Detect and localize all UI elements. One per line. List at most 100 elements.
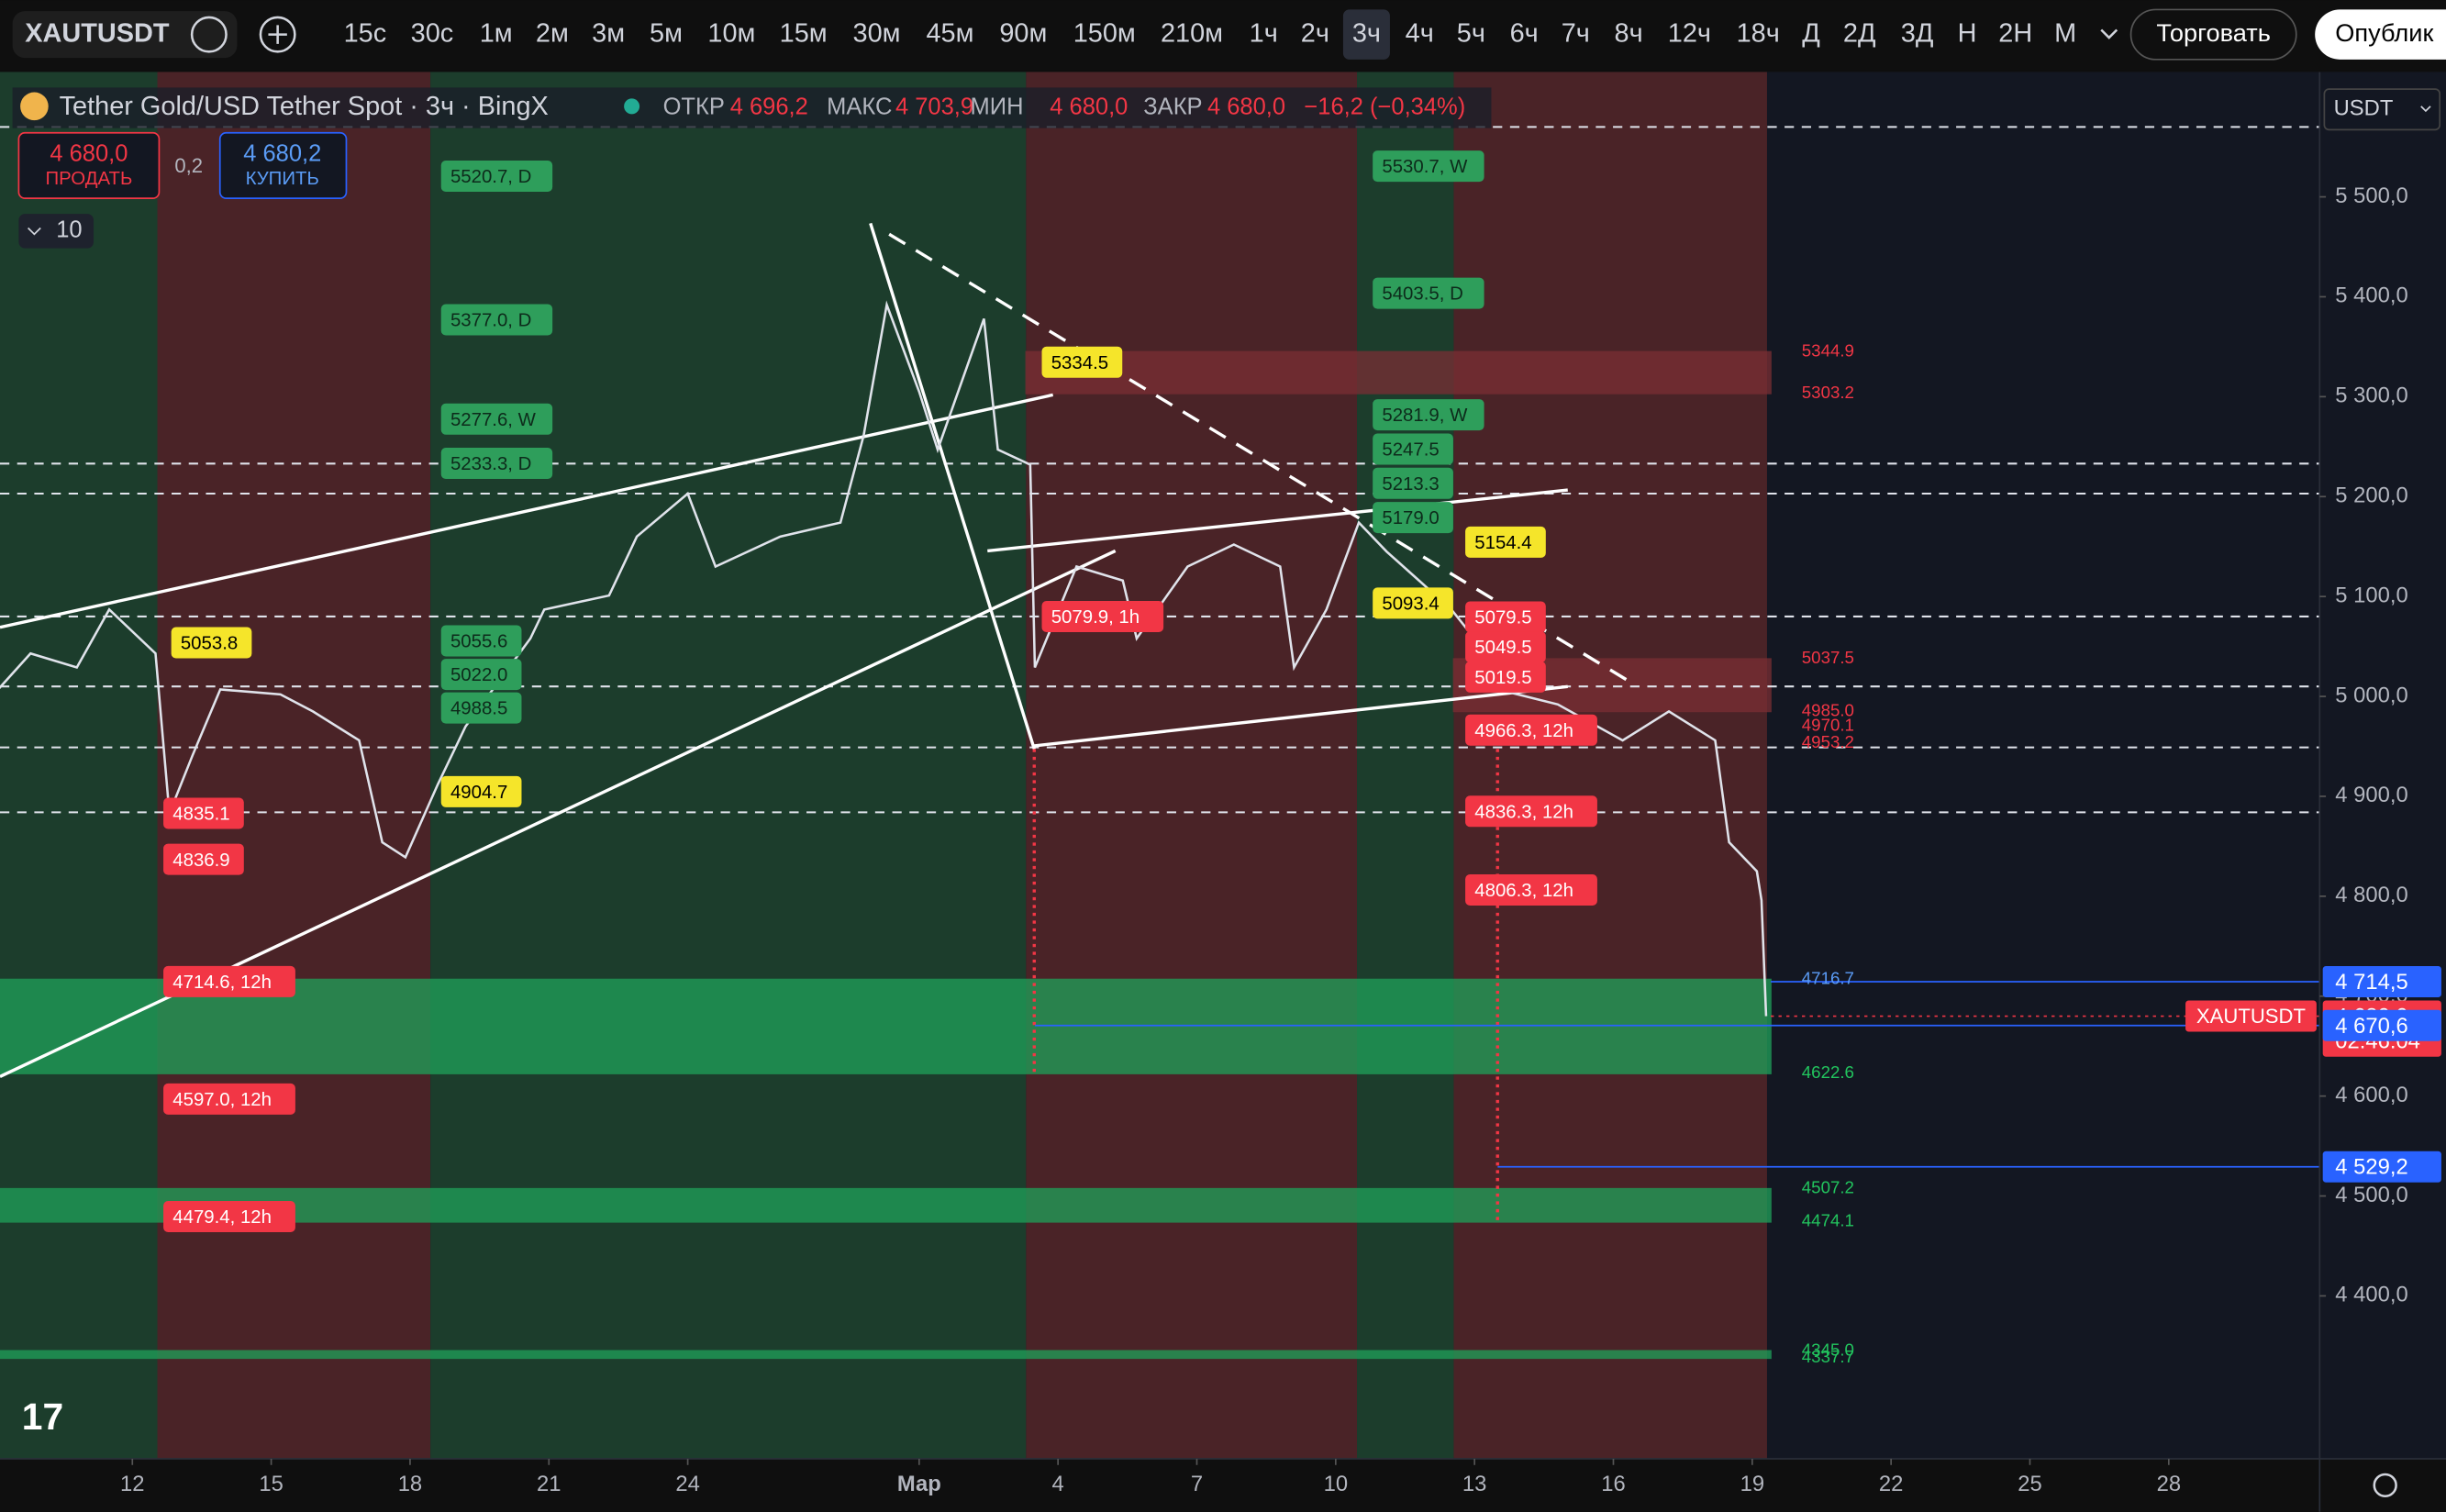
level-note: 4474.1 <box>1802 1211 1854 1230</box>
interval[interactable]: 18ч <box>1737 18 1780 48</box>
add-icon[interactable] <box>259 16 296 53</box>
level-label-bg <box>1373 277 1484 309</box>
interval[interactable]: 2Д <box>1843 18 1876 48</box>
toolbar: XAUTUSDT Торговать Опублик 15с 30с 1м 2м 3м 5… <box>0 0 2446 71</box>
interval[interactable]: 5ч <box>1457 18 1485 48</box>
level-label: 4836.3, 12h <box>1474 802 1573 822</box>
level-label-bg <box>1373 467 1453 499</box>
symbol-box[interactable] <box>12 11 238 59</box>
x-tick-label: 13 <box>1462 1472 1486 1496</box>
more-icon[interactable] <box>2100 28 2118 39</box>
level-label-bg <box>1373 433 1453 465</box>
trade-button[interactable] <box>2129 8 2297 61</box>
legend-field: МАКС <box>827 94 892 119</box>
interval[interactable]: 210м <box>1161 18 1223 48</box>
interval[interactable]: 2Н <box>1998 18 2032 48</box>
interval[interactable]: 10м <box>707 18 755 48</box>
level-label: 5530.7, W <box>1382 157 1468 177</box>
level-label-bg <box>1041 346 1123 378</box>
level-label: 5022.0 <box>450 665 507 685</box>
interval[interactable]: 4ч <box>1406 18 1434 48</box>
interval[interactable]: Д <box>1802 18 1820 48</box>
trend-line <box>1034 684 1568 748</box>
buy-button[interactable] <box>218 131 348 200</box>
logo[interactable]: 17 <box>22 1395 63 1438</box>
interval[interactable]: Н <box>1958 18 1977 48</box>
level-label: 5049.5 <box>1474 638 1531 658</box>
interval[interactable]: 30с <box>411 18 454 48</box>
price-tag <box>2322 1151 2441 1183</box>
sell-price[interactable]: 4 680,0 <box>50 140 128 166</box>
currency-select[interactable] <box>2323 88 2441 131</box>
interval[interactable]: 2м <box>536 18 569 48</box>
interval[interactable]: 3Д <box>1901 18 1934 48</box>
interval[interactable]: 15с <box>344 18 387 48</box>
indicator-count[interactable]: 10 <box>56 217 82 243</box>
level-label-bg <box>1373 587 1453 619</box>
zone <box>1026 72 1358 1459</box>
icon[interactable] <box>190 16 228 53</box>
y-tick-label: 5 500,0 <box>2335 183 2407 208</box>
legend-field: 4 703,9 <box>895 94 973 119</box>
settings-icon[interactable] <box>2373 1473 2397 1498</box>
level-note: 5344.9 <box>1802 340 1854 360</box>
sell-button[interactable] <box>17 131 161 200</box>
buy-label[interactable]: КУПИТЬ <box>246 169 319 189</box>
chevron[interactable] <box>28 227 41 236</box>
legend-field: МИН <box>971 94 1024 119</box>
symbol-tag <box>2185 1000 2317 1032</box>
level-label: 4835.1 <box>172 805 229 825</box>
interval[interactable]: 45м <box>926 18 973 48</box>
trade-label[interactable]: Торговать <box>2156 18 2270 47</box>
level-label: 5281.9, W <box>1382 406 1468 426</box>
publish-label[interactable]: Опублик <box>2335 18 2434 47</box>
interval[interactable]: 1м <box>480 18 513 48</box>
chevron[interactable] <box>2420 106 2431 113</box>
level-note: 4507.2 <box>1802 1178 1854 1197</box>
legend-field: 4 680,0 <box>1050 94 1128 119</box>
price-box <box>0 1350 1772 1360</box>
x-tick-label: 25 <box>2018 1472 2041 1496</box>
buy-price[interactable]: 4 680,2 <box>243 140 321 166</box>
interval[interactable]: 2ч <box>1301 18 1329 48</box>
interval[interactable]: 6ч <box>1510 18 1539 48</box>
interval-selected[interactable] <box>1342 9 1390 60</box>
sell-label[interactable]: ПРОДАТЬ <box>45 169 132 189</box>
price-axis <box>2319 72 2446 1459</box>
level-note: 4716.7 <box>1802 969 1854 988</box>
trend-line <box>987 488 1568 553</box>
publish-button[interactable] <box>2315 9 2446 60</box>
price-tag-label: 4 714,5 <box>2335 970 2407 995</box>
level-label: 5019.5 <box>1474 668 1531 688</box>
status-dot <box>624 98 640 115</box>
level-label: 4597.0, 12h <box>172 1090 272 1110</box>
level-label: 5079.5 <box>1474 608 1531 628</box>
level-label: 4904.7 <box>450 783 507 803</box>
currency[interactable]: USDT <box>2334 96 2394 121</box>
interval[interactable]: 15м <box>780 18 828 48</box>
legend-title: Tether Gold/USD Tether Spot · 3ч · BingX <box>60 92 549 121</box>
level-label: 5334.5 <box>1051 353 1108 373</box>
interval[interactable]: 3м <box>592 18 625 48</box>
x-tick-label: 4 <box>1052 1472 1064 1496</box>
level-labels: 5520.7, D 5377.0, D 5277.6, W 5233.3, D 5055… <box>163 150 1854 1366</box>
add-icon[interactable] <box>268 25 287 44</box>
interval[interactable]: 8ч <box>1615 18 1643 48</box>
interval[interactable]: 150м <box>1073 18 1136 48</box>
level-note: 4970.1 <box>1802 716 1854 735</box>
interval[interactable]: 12ч <box>1668 18 1711 48</box>
indicator-toggle[interactable] <box>18 214 95 249</box>
interval[interactable]: 30м <box>853 18 901 48</box>
price-tag <box>2322 1009 2441 1041</box>
symbol[interactable]: XAUTUSDT <box>25 18 170 48</box>
interval[interactable]: 3ч <box>1352 18 1381 48</box>
level-label-bg <box>1373 399 1484 431</box>
interval[interactable]: М <box>2054 18 2076 48</box>
y-tick-label: 5 400,0 <box>2335 284 2407 308</box>
interval[interactable]: 7ч <box>1562 18 1590 48</box>
interval[interactable]: 5м <box>650 18 683 48</box>
interval[interactable]: 90м <box>999 18 1047 48</box>
interval[interactable]: 1ч <box>1250 18 1278 48</box>
y-tick-label: 5 100,0 <box>2335 583 2407 607</box>
